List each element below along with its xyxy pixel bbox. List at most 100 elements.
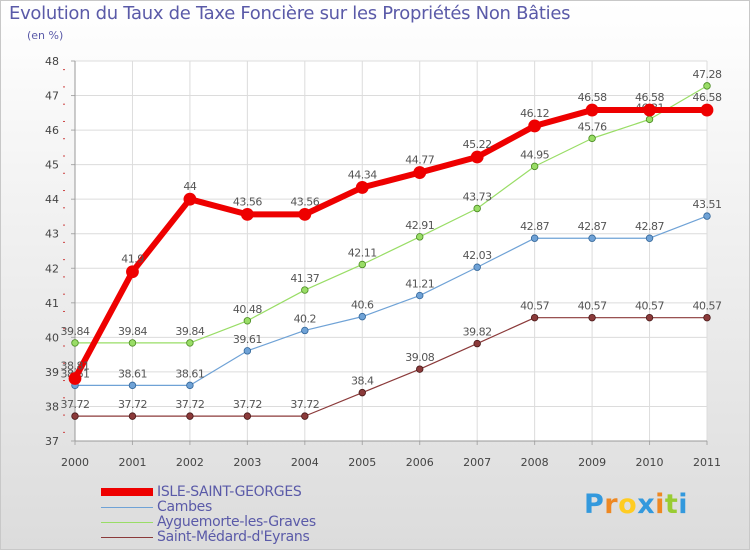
data-point-isle-saint-georges [470,150,484,164]
legend-swatch-isle-saint-georges [101,488,153,496]
data-point-saint-medard-d-eyrans [703,313,711,322]
data-label-ayguemorte-les-graves: 41.37 [290,272,319,285]
data-label-saint-medard-d-eyrans: 37.72 [61,398,90,411]
chart-unit: (en %) [27,29,64,42]
data-label-saint-medard-d-eyrans: 37.72 [233,398,262,411]
data-label-cambes: 40.2 [294,312,317,325]
data-point-cambes [243,347,252,355]
data-point-saint-medard-d-eyrans [416,365,424,373]
data-label-saint-medard-d-eyrans: 38.4 [351,375,374,388]
data-point-ayguemorte-les-graves [645,115,654,124]
data-point-isle-saint-georges [298,207,312,221]
legend-label-ayguemorte-les-graves: Ayguemorte-les-Graves [157,514,316,530]
x-tick-label: 2002 [176,456,204,469]
y-tick-label: 47 [45,90,59,103]
data-point-isle-saint-georges [643,103,656,117]
data-label-isle-saint-georges: 44 [183,180,196,193]
data-point-cambes [645,234,654,242]
data-point-isle-saint-georges [355,181,369,194]
data-point-cambes [588,234,596,242]
data-point-ayguemorte-les-graves [71,339,79,347]
legend-swatch-cambes [101,507,153,508]
legend-label-saint-medard-d-eyrans: Saint-Médard-d'Eyrans [157,529,310,545]
logo-letter: r [604,489,619,520]
data-label-ayguemorte-les-graves: 39.84 [61,325,90,338]
y-tick-label: 42 [45,262,59,275]
data-point-ayguemorte-les-graves [588,134,596,143]
data-label-ayguemorte-les-graves: 44.95 [520,148,549,161]
x-tick-label: 2007 [463,456,491,469]
data-point-isle-saint-georges [413,166,427,179]
y-tick-label: 46 [45,124,59,137]
y-tick-label: 44 [45,193,59,206]
data-label-isle-saint-georges: 44.34 [348,168,377,181]
logo-letter: i [655,489,665,520]
legend-swatch-saint-medard-d-eyrans [101,537,153,538]
data-point-ayguemorte-les-graves [473,204,481,213]
data-point-cambes [358,312,366,321]
y-tick-label: 41 [45,297,59,310]
x-tick-label: 2001 [118,456,146,469]
data-point-isle-saint-georges [700,103,714,117]
data-point-saint-medard-d-eyrans [243,412,252,420]
data-point-cambes [186,381,194,390]
data-point-saint-medard-d-eyrans [301,412,309,420]
y-tick-label: 45 [45,159,59,172]
data-label-isle-saint-georges: 45.22 [463,138,492,151]
data-label-ayguemorte-les-graves: 39.84 [175,325,204,338]
data-label-cambes: 42.03 [463,249,492,262]
x-tick-label: 2009 [578,456,606,469]
data-label-ayguemorte-les-graves: 45.76 [578,120,607,133]
data-label-isle-saint-georges: 38.81 [61,359,90,372]
data-point-ayguemorte-les-graves [530,162,539,171]
data-point-ayguemorte-les-graves [128,339,137,347]
data-label-ayguemorte-les-graves: 40.48 [233,303,262,316]
x-tick-label: 2000 [61,456,89,469]
proxiti-logo: Proxiti [584,489,688,520]
data-label-cambes: 42.87 [635,220,664,233]
series-line-ayguemorte-les-graves [75,85,708,344]
data-label-saint-medard-d-eyrans: 40.57 [520,300,549,313]
data-point-saint-medard-d-eyrans [530,313,539,322]
data-label-cambes: 38.61 [118,367,147,380]
y-tick-label: 38 [45,400,59,413]
legend-label-isle-saint-georges: ISLE-SAINT-GEORGES [157,484,302,500]
data-point-saint-medard-d-eyrans [186,412,194,420]
logo-letter: o [618,489,638,520]
data-label-isle-saint-georges: 43.56 [233,195,262,208]
data-point-cambes [301,326,309,335]
data-label-saint-medard-d-eyrans: 40.57 [578,300,607,313]
y-tick-label: 40 [45,331,59,344]
y-tick-label: 48 [45,55,59,68]
x-tick-label: 2006 [406,456,434,469]
data-point-cambes [416,291,424,300]
legend-swatch-ayguemorte-les-graves [101,522,153,523]
x-tick-label: 2008 [521,456,549,469]
data-point-saint-medard-d-eyrans [588,313,596,322]
logo-letter: i [678,489,689,520]
x-tick-label: 2011 [693,456,721,469]
data-label-saint-medard-d-eyrans: 37.72 [290,398,319,411]
data-label-isle-saint-georges: 43.56 [290,195,319,208]
data-point-isle-saint-georges [126,265,139,279]
y-tick-label: 37 [45,435,59,448]
data-label-saint-medard-d-eyrans: 40.57 [635,300,664,313]
series-line-saint-medard-d-eyrans [75,317,707,417]
data-point-ayguemorte-les-graves [301,286,309,294]
data-point-saint-medard-d-eyrans [645,313,654,322]
data-label-cambes: 39.61 [233,333,262,346]
x-tick-label: 2005 [348,456,376,469]
x-tick-label: 2003 [233,456,261,469]
data-label-ayguemorte-les-graves: 42.11 [348,246,377,259]
data-point-ayguemorte-les-graves [358,260,366,269]
data-point-saint-medard-d-eyrans [71,412,79,420]
data-point-ayguemorte-les-graves [703,82,711,90]
data-point-cambes [530,234,539,242]
data-point-ayguemorte-les-graves [186,339,194,347]
data-label-ayguemorte-les-graves: 43.73 [463,191,492,204]
data-label-cambes: 41.21 [405,278,434,291]
data-point-saint-medard-d-eyrans [473,339,481,348]
data-label-isle-saint-georges: 44.77 [405,154,434,167]
data-label-saint-medard-d-eyrans: 40.57 [693,300,722,313]
